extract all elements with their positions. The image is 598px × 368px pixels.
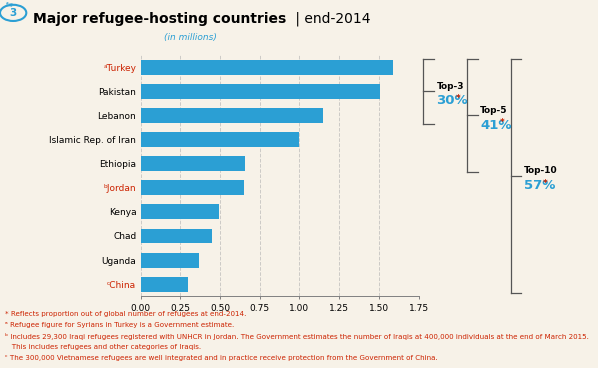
Text: (in millions): (in millions) [164, 33, 217, 42]
Text: 41%: 41% [480, 118, 512, 131]
Text: Top-10: Top-10 [524, 166, 557, 176]
Text: This includes refugees and other categories of Iraqis.: This includes refugees and other categor… [5, 344, 201, 350]
Text: ᵇ Includes 29,300 Iraqi refugees registered with UNHCR in Jordan. The Government: ᵇ Includes 29,300 Iraqi refugees registe… [5, 333, 588, 340]
Bar [141, 132, 300, 147]
Text: Major refugee-hosting countries: Major refugee-hosting countries [33, 12, 286, 26]
Text: 30%: 30% [437, 95, 468, 107]
Text: *: * [500, 118, 504, 127]
Text: ᶜ The 300,000 Vietnamese refugees are well integrated and in practice receive pr: ᶜ The 300,000 Vietnamese refugees are we… [5, 355, 438, 361]
Text: *: * [543, 178, 548, 188]
Text: *: * [456, 94, 460, 103]
Text: | end-2014: | end-2014 [291, 12, 371, 26]
Text: fig.: fig. [6, 2, 16, 7]
Text: * Reflects proportion out of global number of refugees at end-2014.: * Reflects proportion out of global numb… [5, 311, 246, 317]
Bar [141, 180, 245, 195]
Text: Top-5: Top-5 [480, 106, 508, 115]
Bar [141, 156, 245, 171]
Bar [141, 84, 380, 99]
Text: 3: 3 [10, 8, 17, 18]
Text: Top-3: Top-3 [437, 82, 464, 91]
Text: ᵃ Refugee figure for Syrians in Turkey is a Government estimate.: ᵃ Refugee figure for Syrians in Turkey i… [5, 322, 234, 328]
Bar [141, 108, 324, 123]
Bar [141, 60, 393, 75]
Bar [141, 277, 188, 292]
Text: 57%: 57% [524, 179, 555, 192]
Bar [141, 204, 218, 219]
Bar [141, 252, 199, 268]
Bar [141, 229, 212, 244]
